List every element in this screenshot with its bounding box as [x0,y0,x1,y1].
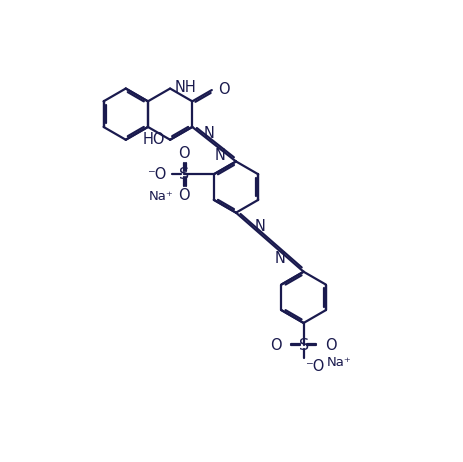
Text: Na⁺: Na⁺ [326,356,350,369]
Text: O: O [269,338,281,353]
Text: ⁻O: ⁻O [147,167,166,182]
Text: S: S [298,338,308,353]
Text: Na⁺: Na⁺ [149,190,173,203]
Text: O: O [218,82,229,97]
Text: S: S [179,167,189,182]
Text: N: N [254,219,265,234]
Text: N: N [203,126,214,140]
Text: O: O [325,338,337,353]
Text: ⁻O: ⁻O [305,359,324,374]
Text: N: N [274,250,285,266]
Text: NH: NH [174,79,196,95]
Text: N: N [214,148,225,163]
Text: O: O [178,146,190,161]
Text: O: O [178,188,190,203]
Text: HO: HO [142,132,164,147]
